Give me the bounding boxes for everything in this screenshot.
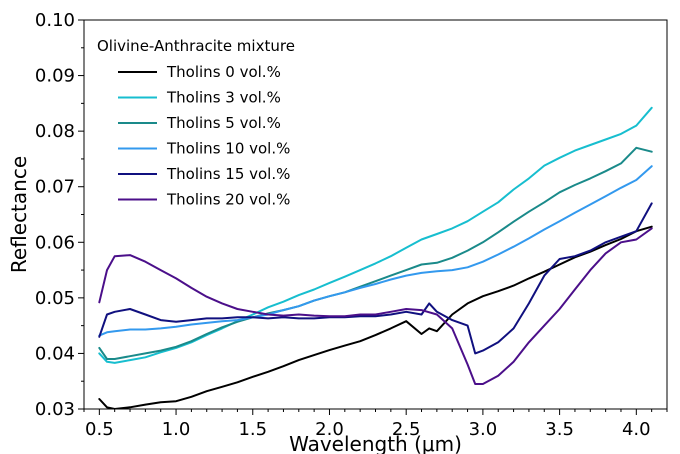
series-line-1 — [98, 106, 653, 364]
y-tick-label-6: 0.09 — [35, 66, 75, 87]
y-axis-label: Reflectance — [7, 156, 31, 273]
legend-entry-1: Tholins 3 vol.% — [166, 89, 281, 107]
y-tick-label-4: 0.07 — [35, 177, 75, 198]
x-tick-label-4: 2.5 — [392, 419, 421, 440]
legend-entry-5: Tholins 20 vol.% — [166, 191, 290, 209]
x-tick-label-5: 3.0 — [469, 419, 498, 440]
y-tick-label-5: 0.08 — [35, 121, 75, 142]
series-layer — [98, 106, 653, 409]
y-tick-label-0: 0.03 — [35, 399, 75, 420]
series-line-3 — [98, 165, 653, 337]
y-tick-label-3: 0.06 — [35, 232, 75, 253]
x-tick-label-3: 2.0 — [315, 419, 344, 440]
y-tick-label-1: 0.04 — [35, 343, 75, 364]
legend-title: Olivine-Anthracite mixture — [97, 37, 295, 55]
legend: Olivine-Anthracite mixture Tholins 0 vol.… — [97, 37, 295, 209]
x-axis-label: Wavelength (μm) — [289, 432, 462, 454]
x-tick-label-2: 1.5 — [238, 419, 267, 440]
axes-layer: 0.5 1.0 1.5 2.0 2.5 3.0 3.5 4.0 0.03 0.04 0.05 0.06… — [35, 10, 668, 440]
legend-entry-2: Tholins 5 vol.% — [166, 114, 281, 132]
legend-entry-0: Tholins 0 vol.% — [166, 63, 281, 81]
x-tick-label-6: 3.5 — [545, 419, 574, 440]
x-tick-label-7: 4.0 — [622, 419, 651, 440]
series-line-5 — [98, 227, 653, 385]
x-tick-label-0: 0.5 — [85, 419, 114, 440]
series-line-4 — [98, 202, 653, 355]
series-line-0 — [98, 225, 653, 409]
legend-entry-4: Tholins 15 vol.% — [166, 165, 290, 183]
legend-entry-3: Tholins 10 vol.% — [166, 140, 290, 158]
x-tick-label-1: 1.0 — [162, 419, 191, 440]
y-tick-label-7: 0.10 — [35, 10, 75, 31]
series-line-2 — [98, 146, 653, 360]
y-tick-label-2: 0.05 — [35, 288, 75, 309]
